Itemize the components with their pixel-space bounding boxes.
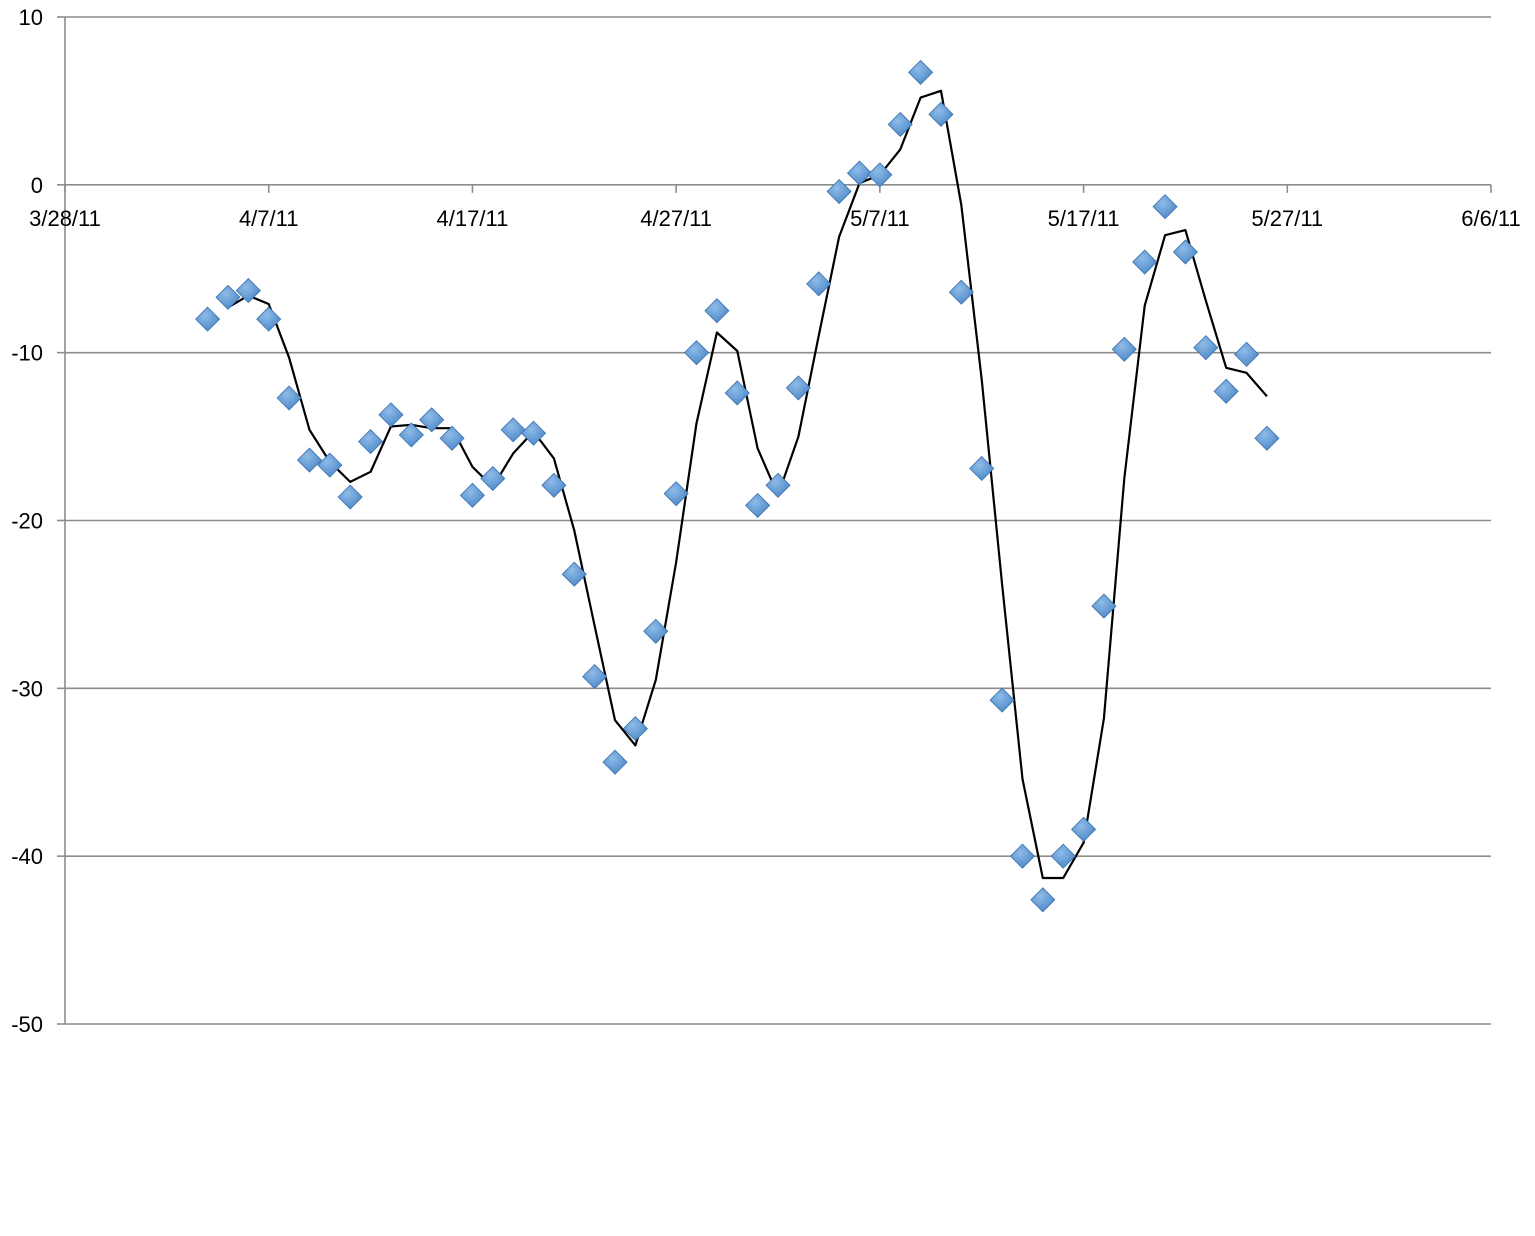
data-point (1071, 816, 1097, 842)
y-tick-label: -50 (11, 1012, 43, 1037)
data-point (459, 482, 485, 508)
data-point (745, 492, 771, 518)
x-tick-label: 5/7/11 (850, 206, 910, 231)
data-point (1050, 843, 1076, 869)
x-tick-label: 5/17/11 (1048, 206, 1120, 231)
data-point (928, 101, 954, 127)
data-point (582, 664, 608, 690)
data-point (256, 306, 282, 332)
x-tick-label: 3/28/11 (29, 206, 101, 231)
data-point (398, 422, 424, 448)
data-point (683, 340, 710, 366)
x-tick-label: 4/17/11 (437, 206, 509, 231)
trend-line-series (227, 89, 1268, 880)
data-point (235, 278, 261, 304)
data-point (419, 407, 445, 433)
data-point (908, 59, 934, 85)
y-tick-label: -40 (11, 844, 43, 869)
data-point (296, 447, 323, 473)
data-point (561, 561, 587, 587)
data-point (1091, 593, 1117, 619)
data-point (724, 380, 750, 406)
data-point (785, 375, 811, 401)
gridlines (65, 16, 1491, 1025)
data-point (358, 429, 384, 455)
data-point (989, 687, 1015, 713)
data-point (215, 284, 241, 310)
data-point (439, 425, 465, 451)
y-tick-label: -30 (11, 676, 43, 701)
data-point (663, 481, 689, 507)
data-point (948, 279, 974, 305)
data-point (602, 749, 628, 775)
y-tick-label: -20 (11, 509, 43, 534)
trend-line (227, 89, 1268, 880)
y-tick-label: 0 (31, 173, 43, 198)
data-point (1193, 335, 1219, 361)
data-point (887, 111, 913, 137)
data-point (378, 402, 404, 428)
data-point (846, 160, 873, 186)
data-point (317, 452, 343, 478)
axes (57, 16, 1492, 1025)
scatter-series (195, 59, 1280, 913)
data-point (969, 455, 995, 482)
data-point (1132, 249, 1158, 275)
data-point (622, 716, 648, 742)
data-point (1213, 378, 1239, 404)
data-point (1009, 843, 1036, 869)
x-tick-label: 4/27/11 (640, 206, 712, 231)
data-point (1111, 336, 1137, 362)
y-tick-label: -10 (11, 341, 43, 366)
x-tick-label: 5/27/11 (1251, 206, 1323, 231)
data-point (826, 178, 852, 205)
data-point (337, 484, 363, 510)
data-point (520, 420, 547, 446)
y-axis-tick-labels: 10 0 -10 -20 -30 -40 -50 (11, 5, 43, 1037)
data-point (1030, 887, 1056, 913)
data-point (500, 417, 526, 443)
data-point (541, 472, 567, 498)
data-point (276, 385, 302, 411)
data-point (867, 162, 893, 188)
data-point (1233, 341, 1260, 367)
data-point (765, 472, 791, 498)
data-point (1172, 239, 1198, 265)
data-point (480, 465, 506, 492)
data-point (806, 271, 832, 297)
x-axis-tick-labels: 3/28/11 4/7/11 4/17/11 4/27/11 5/7/11 5/17/11… (29, 206, 1521, 231)
data-point (643, 618, 669, 644)
x-tick-label: 6/6/11 (1461, 206, 1521, 231)
data-point (1254, 425, 1280, 451)
y-tick-label: 10 (19, 5, 43, 30)
data-point (195, 306, 221, 332)
data-point (1152, 194, 1178, 220)
data-point (704, 298, 730, 324)
x-tick-label: 4/7/11 (239, 206, 299, 231)
